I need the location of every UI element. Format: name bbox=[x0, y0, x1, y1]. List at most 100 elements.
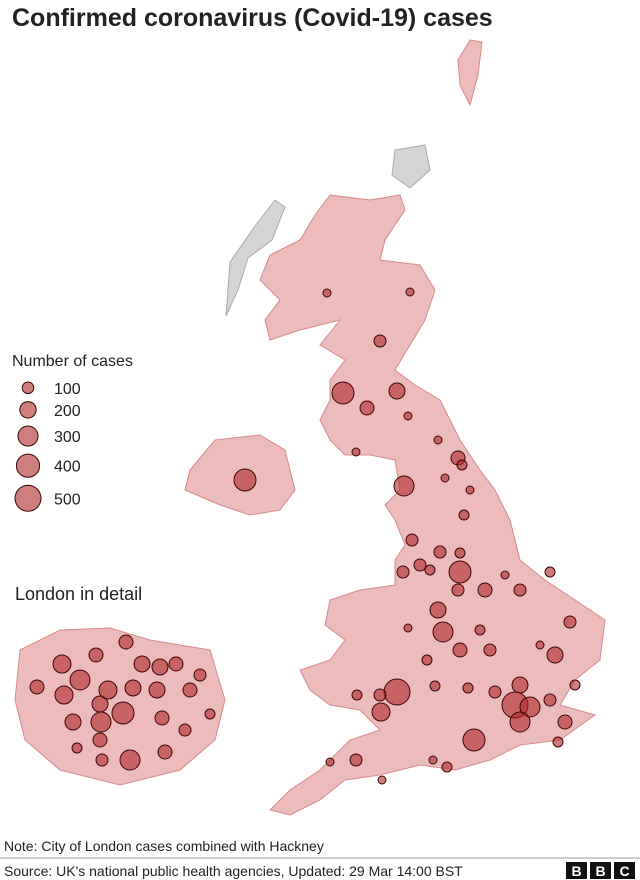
note: Note: City of London cases combined with… bbox=[4, 838, 324, 854]
case-bubble bbox=[377, 775, 387, 785]
case-bubble bbox=[233, 468, 257, 492]
case-bubble bbox=[405, 533, 419, 547]
source: Source: UK's national public health agen… bbox=[4, 863, 463, 879]
case-bubble bbox=[452, 642, 468, 658]
legend-label: 100 bbox=[54, 381, 81, 398]
case-bubble bbox=[557, 714, 573, 730]
case-bubble bbox=[433, 545, 447, 559]
case-bubble bbox=[193, 668, 207, 682]
case-bubble bbox=[563, 615, 577, 629]
case-bubble bbox=[351, 689, 363, 701]
case-bubble bbox=[513, 583, 527, 597]
case-bubble bbox=[474, 624, 486, 636]
case-bubble bbox=[182, 682, 198, 698]
case-bubble bbox=[488, 685, 502, 699]
case-bubble bbox=[569, 679, 581, 691]
case-bubble bbox=[441, 761, 453, 773]
case-bubble bbox=[519, 696, 541, 718]
case-bubble bbox=[535, 640, 545, 650]
case-bubble bbox=[133, 655, 151, 673]
case-bubble bbox=[552, 736, 564, 748]
case-bubble bbox=[168, 656, 184, 672]
case-bubble bbox=[424, 564, 436, 576]
logo-letter: C bbox=[619, 863, 629, 879]
legend-label: 500 bbox=[54, 491, 81, 508]
case-bubbles bbox=[29, 287, 581, 785]
case-bubble bbox=[157, 744, 173, 760]
logo-box bbox=[590, 862, 611, 879]
case-bubble bbox=[388, 382, 406, 400]
case-bubble bbox=[448, 560, 472, 584]
case-bubble bbox=[90, 711, 112, 733]
case-bubble bbox=[543, 693, 557, 707]
case-bubble bbox=[71, 742, 83, 754]
case-bubble bbox=[29, 679, 45, 695]
legend-label: 400 bbox=[54, 459, 81, 476]
case-bubble bbox=[393, 475, 415, 497]
case-bubble bbox=[64, 713, 82, 731]
case-bubble bbox=[383, 678, 411, 706]
legend-circle bbox=[17, 425, 39, 447]
inset-title: London in detail bbox=[15, 584, 142, 604]
legend-circle bbox=[15, 453, 41, 478]
case-bubble bbox=[511, 676, 529, 694]
legend-title: Number of cases bbox=[12, 353, 133, 370]
case-bubble bbox=[396, 565, 410, 579]
case-bubble bbox=[483, 643, 497, 657]
case-bubble bbox=[432, 621, 454, 643]
case-bubble bbox=[546, 646, 564, 664]
case-bubble bbox=[178, 723, 192, 737]
case-bubble bbox=[95, 753, 109, 767]
case-bubble bbox=[349, 753, 363, 767]
case-bubble bbox=[403, 411, 413, 421]
legend-label: 300 bbox=[54, 429, 81, 446]
logo-letter: B bbox=[571, 863, 581, 879]
case-bubble bbox=[98, 680, 118, 700]
title: Confirmed coronavirus (Covid-19) cases bbox=[12, 4, 493, 32]
case-bubble bbox=[118, 634, 134, 650]
case-bubble bbox=[322, 288, 332, 298]
shetland bbox=[457, 39, 483, 107]
case-bubble bbox=[52, 654, 72, 674]
legend-label: 200 bbox=[54, 403, 81, 420]
case-bubble bbox=[500, 570, 510, 580]
case-bubble bbox=[462, 682, 474, 694]
case-bubble bbox=[359, 400, 375, 416]
case-bubble bbox=[454, 547, 466, 559]
logo-letter: B bbox=[595, 863, 605, 879]
case-bubble bbox=[413, 558, 427, 572]
case-bubble bbox=[509, 711, 531, 733]
case-bubble bbox=[373, 688, 387, 702]
case-bubble bbox=[429, 680, 441, 692]
case-bubble bbox=[151, 658, 169, 676]
logo-box bbox=[566, 862, 587, 879]
case-bubble bbox=[124, 679, 142, 697]
case-bubble bbox=[331, 381, 355, 405]
map bbox=[14, 39, 606, 816]
case-bubble bbox=[373, 334, 387, 348]
case-bubble bbox=[429, 601, 447, 619]
case-bubble bbox=[465, 485, 475, 495]
case-bubble bbox=[92, 732, 108, 748]
case-bubble bbox=[458, 509, 470, 521]
great-britain bbox=[259, 194, 606, 816]
case-bubble bbox=[405, 287, 415, 297]
case-bubble bbox=[111, 701, 135, 725]
case-bubble bbox=[456, 459, 468, 471]
legend: 100 200 300 400 500 bbox=[14, 381, 81, 512]
case-bubble bbox=[154, 710, 170, 726]
orkney bbox=[391, 144, 431, 189]
case-bubble bbox=[433, 435, 443, 445]
case-bubble bbox=[477, 582, 493, 598]
case-bubble bbox=[325, 757, 335, 767]
case-bubble bbox=[371, 702, 391, 722]
logo-box bbox=[614, 862, 635, 879]
case-bubble bbox=[421, 654, 433, 666]
case-bubble bbox=[54, 685, 74, 705]
case-bubble bbox=[451, 583, 465, 597]
case-bubble bbox=[148, 681, 166, 699]
legend-circle bbox=[19, 401, 37, 419]
case-bubble bbox=[69, 669, 91, 691]
